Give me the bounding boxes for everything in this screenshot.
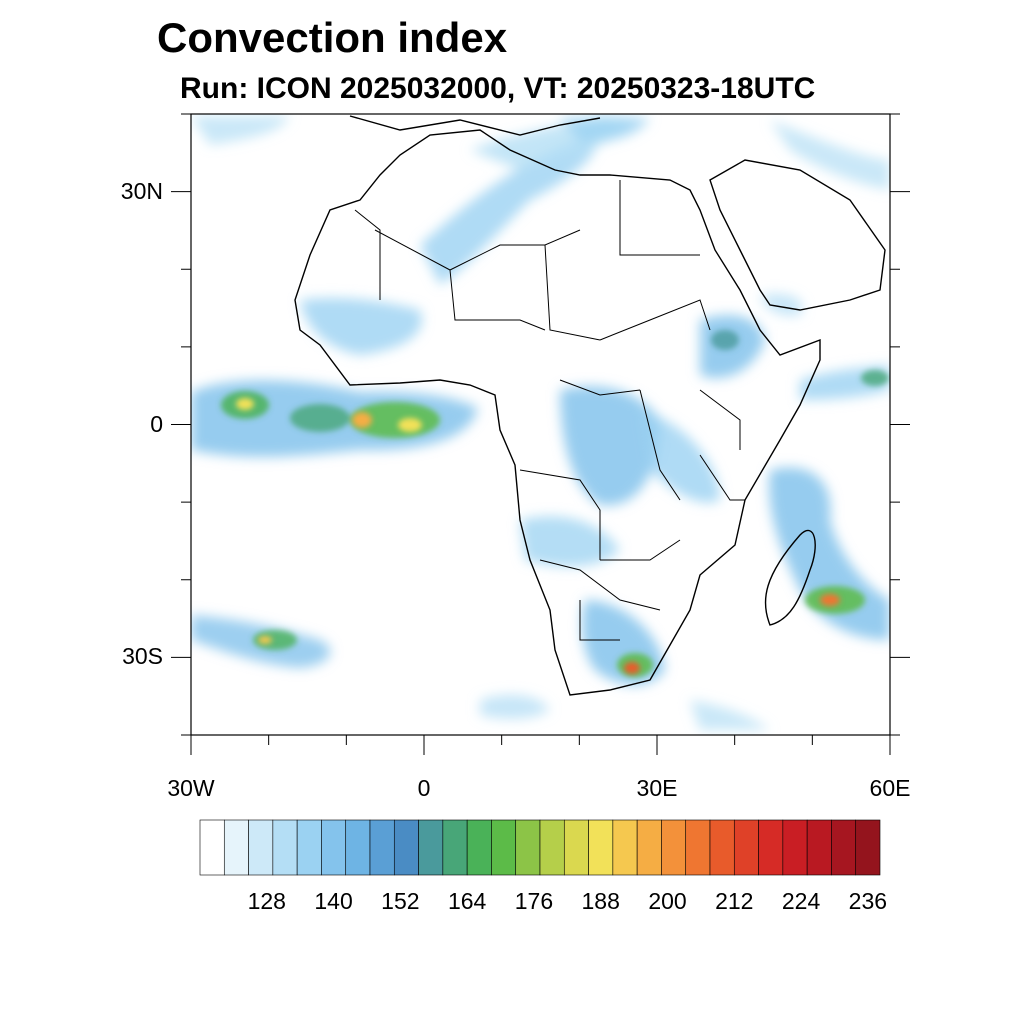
chart-title: Convection index [157, 14, 508, 61]
colorbar-box [636, 819, 662, 876]
colorbar-box [248, 819, 274, 876]
arabian-green [861, 370, 889, 386]
europe-coast [349, 115, 601, 136]
chart-subtitle: Run: ICON 2025032000, VT: 20250323-18UTC [180, 72, 816, 105]
colorbar-tick-label: 164 [447, 888, 487, 914]
colorbar-box [321, 819, 347, 876]
colorbar-box [296, 819, 322, 876]
lat-label: 0 [150, 410, 163, 437]
coastlines [294, 115, 886, 696]
colorbar-box [345, 819, 371, 876]
country-borders [354, 180, 745, 641]
colorbar-box [442, 819, 468, 876]
colorbar-tick-label: 224 [781, 888, 821, 914]
colorbar-tick-label: 200 [648, 888, 687, 914]
indian-ocean-sw [690, 700, 770, 730]
eq-peak-east [352, 412, 372, 428]
colorbar [199, 819, 881, 876]
colorbar-box [831, 819, 857, 876]
satl-green [253, 630, 297, 650]
colorbar-box [733, 819, 759, 876]
colorbar-box [418, 819, 444, 876]
colorbar-box [782, 819, 808, 876]
lat-label: 30N [120, 177, 163, 204]
colorbar-tick-label: 236 [848, 888, 888, 914]
colorbar-box [588, 819, 614, 876]
gulf-aden [760, 293, 803, 316]
lon-label: 30W [167, 775, 215, 801]
mediterranean-cells [560, 118, 650, 142]
eq-peak-east2 [398, 418, 422, 432]
colorbar-box [466, 819, 492, 876]
axis-ticks [171, 113, 910, 755]
colorbar-box [855, 819, 881, 876]
colorbar-tick-label: 176 [514, 888, 554, 914]
madagascar-peak [820, 594, 840, 606]
colorbar-box [369, 819, 395, 876]
south-ocean-arc [480, 694, 550, 719]
colorbar-tick-label: 188 [581, 888, 620, 914]
lon-label: 60E [869, 775, 911, 801]
angola-region [520, 516, 620, 567]
madagascar-coast [764, 529, 816, 626]
convection-strong [236, 398, 840, 674]
sahara-band [420, 135, 596, 285]
lon-label: 30E [636, 775, 678, 801]
africa-coast [294, 129, 821, 696]
eq-green-mid [290, 404, 350, 432]
eq-peak-west [236, 398, 254, 410]
east-arabia-cells [770, 120, 890, 190]
colorbar-box [393, 819, 419, 876]
colorbar-box [612, 819, 638, 876]
colorbar-box [223, 819, 249, 876]
colorbar-tick-label: 140 [314, 888, 353, 914]
colorbar-box [515, 819, 541, 876]
west-africa-cells [300, 298, 422, 355]
lon-label: 0 [417, 775, 431, 801]
colorbar-box [758, 819, 784, 876]
colorbar-tick-label: 212 [715, 888, 754, 914]
colorbar-tick-label: 128 [247, 888, 286, 914]
colorbar-box [539, 819, 565, 876]
colorbar-tick-label: 152 [381, 888, 420, 914]
sa-peak [624, 662, 640, 674]
east-africa-lakes [640, 410, 720, 503]
colorbar-box [199, 819, 225, 876]
north-atlantic-top [191, 116, 290, 145]
colorbar-box [661, 819, 687, 876]
lat-label: 30S [122, 643, 163, 670]
colorbar-box [563, 819, 589, 876]
colorbar-box [709, 819, 735, 876]
congo-basin [560, 386, 660, 506]
eth-green [711, 330, 739, 350]
colorbar-box [272, 819, 298, 876]
colorbar-box [806, 819, 832, 876]
satl-peak [258, 636, 272, 644]
colorbar-box [685, 819, 711, 876]
colorbar-box [491, 819, 517, 876]
arabia-coast [709, 159, 886, 311]
